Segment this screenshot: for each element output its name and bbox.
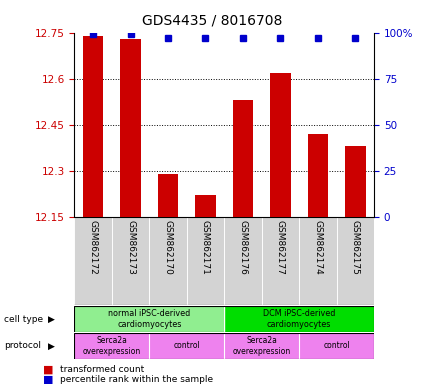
Text: ■: ■ [42,374,53,384]
Bar [270,73,291,217]
Text: GSM862175: GSM862175 [351,220,360,275]
Bar [299,217,337,305]
Bar [224,333,299,359]
Text: percentile rank within the sample: percentile rank within the sample [60,375,212,384]
Bar [158,174,178,217]
Text: protocol: protocol [4,341,41,351]
Text: GSM862171: GSM862171 [201,220,210,275]
Text: GDS4435 / 8016708: GDS4435 / 8016708 [142,13,283,27]
Text: control: control [173,341,200,351]
Bar [83,36,103,217]
Bar [112,217,149,305]
Bar [187,217,224,305]
Bar [74,217,112,305]
Bar [195,195,216,217]
Text: GSM862170: GSM862170 [164,220,173,275]
Bar [232,100,253,217]
Bar [299,333,374,359]
Text: Serca2a
overexpression: Serca2a overexpression [83,336,141,356]
Text: ▶: ▶ [48,341,54,351]
Bar [345,146,366,217]
Bar [224,217,262,305]
Text: DCM iPSC-derived
cardiomyocytes: DCM iPSC-derived cardiomyocytes [263,310,335,329]
Text: ▶: ▶ [48,314,54,324]
Text: GSM862177: GSM862177 [276,220,285,275]
Text: GSM862174: GSM862174 [313,220,322,274]
Text: cell type: cell type [4,314,43,324]
Bar [74,306,224,332]
Bar [149,217,187,305]
Bar [262,217,299,305]
Text: control: control [323,341,350,351]
Text: transformed count: transformed count [60,365,144,374]
Bar [149,333,224,359]
Text: GSM862176: GSM862176 [238,220,247,275]
Text: Serca2a
overexpression: Serca2a overexpression [232,336,291,356]
Text: normal iPSC-derived
cardiomyocytes: normal iPSC-derived cardiomyocytes [108,310,190,329]
Bar [74,333,149,359]
Text: ■: ■ [42,364,53,374]
Text: GSM862173: GSM862173 [126,220,135,275]
Bar [224,306,374,332]
Bar [120,39,141,217]
Bar [337,217,374,305]
Text: GSM862172: GSM862172 [88,220,98,274]
Bar [308,134,328,217]
